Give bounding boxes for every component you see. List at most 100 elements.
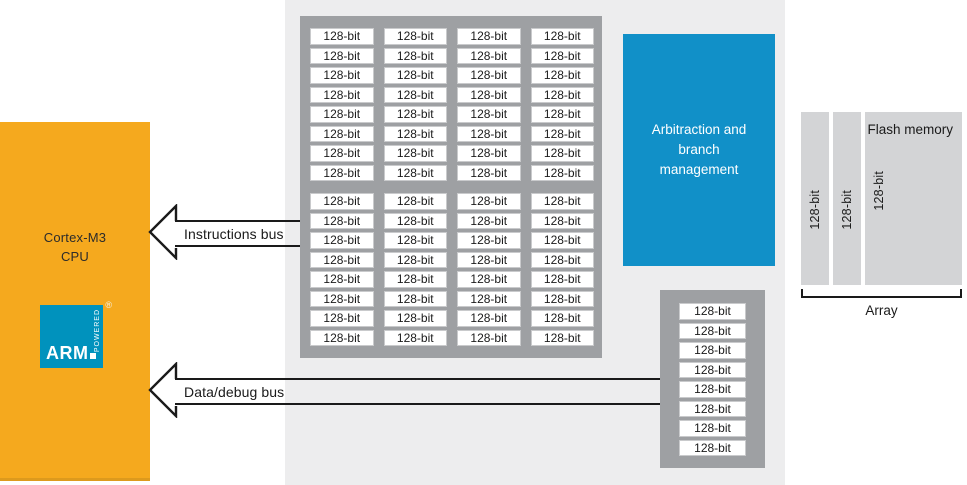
memory-cell: 128-bit bbox=[383, 28, 447, 45]
data-debug-bus-arrowhead-icon bbox=[148, 362, 179, 418]
memory-cell: 128-bit bbox=[530, 193, 594, 210]
memory-cell: 128-bit bbox=[530, 106, 594, 123]
memory-cell: 128-bit bbox=[383, 271, 447, 288]
memory-cell: 128-bit bbox=[310, 67, 374, 84]
memory-cell: 128-bit bbox=[457, 145, 521, 162]
memory-cell: 128-bit bbox=[530, 164, 594, 181]
memory-cell: 128-bit bbox=[310, 86, 374, 103]
data-debug-bus-line-bottom bbox=[175, 403, 660, 405]
memory-cell: 128-bit bbox=[457, 67, 521, 84]
arm-logo-text: ARM bbox=[46, 343, 96, 364]
memory-cell: 128-bit bbox=[457, 164, 521, 181]
memory-cell: 128-bit bbox=[457, 310, 521, 327]
flash-bank-2-label: 128-bit bbox=[840, 189, 854, 230]
memory-cell: 128-bit bbox=[679, 342, 746, 359]
memory-cell: 128-bit bbox=[310, 251, 374, 268]
memory-cell: 128-bit bbox=[310, 125, 374, 142]
memory-cell: 128-bit bbox=[530, 28, 594, 45]
memory-cell: 128-bit bbox=[310, 271, 374, 288]
memory-cell: 128-bit bbox=[679, 400, 746, 417]
cpu-subname: CPU bbox=[60, 249, 90, 264]
memory-cell: 128-bit bbox=[457, 193, 521, 210]
data-queue-box: 128-bit 128-bit 128-bit 128-bit 128-bit 128-b… bbox=[660, 290, 765, 468]
memory-cell: 128-bit bbox=[310, 232, 374, 249]
flash-bank-3: Flash memory 128-bit bbox=[865, 112, 962, 285]
memory-cell: 128-bit bbox=[457, 28, 521, 45]
array-bracket bbox=[801, 289, 962, 298]
memory-cell: 128-bit bbox=[530, 125, 594, 142]
arbitration-box: Arbitraction and branch management bbox=[623, 34, 775, 266]
memory-cell: 128-bit bbox=[530, 310, 594, 327]
cpu-label: Cortex-M3 CPU bbox=[0, 228, 150, 266]
memory-cell: 128-bit bbox=[310, 106, 374, 123]
instructions-bus-line-top bbox=[175, 220, 300, 222]
memory-cell: 128-bit bbox=[310, 28, 374, 45]
registered-trademark-icon: ® bbox=[105, 300, 112, 310]
memory-cell: 128-bit bbox=[530, 271, 594, 288]
memory-cell: 128-bit bbox=[383, 145, 447, 162]
memory-cell: 128-bit bbox=[679, 303, 746, 320]
memory-cell: 128-bit bbox=[383, 212, 447, 229]
buffer-group-1: 128-bit 128-bit 128-bit 128-bit 128-bit 128-b… bbox=[310, 28, 594, 181]
arbitration-label: Arbitraction and branch management bbox=[651, 122, 747, 177]
flash-bank-1-label: 128-bit bbox=[808, 189, 822, 230]
memory-cell: 128-bit bbox=[310, 47, 374, 64]
instructions-bus-line-bottom bbox=[175, 245, 300, 247]
memory-cell: 128-bit bbox=[383, 310, 447, 327]
memory-cell: 128-bit bbox=[457, 106, 521, 123]
data-queue-cells: 128-bit 128-bit 128-bit 128-bit 128-bit 128-b… bbox=[679, 303, 746, 456]
array-label: Array bbox=[865, 303, 898, 318]
instructions-bus-arrowhead-icon bbox=[148, 204, 179, 260]
memory-cell: 128-bit bbox=[457, 47, 521, 64]
memory-cell: 128-bit bbox=[530, 67, 594, 84]
memory-cell: 128-bit bbox=[383, 164, 447, 181]
memory-cell: 128-bit bbox=[679, 322, 746, 339]
memory-cell: 128-bit bbox=[383, 106, 447, 123]
memory-cell: 128-bit bbox=[457, 271, 521, 288]
memory-cell: 128-bit bbox=[679, 439, 746, 456]
memory-cell: 128-bit bbox=[383, 329, 447, 346]
memory-cell: 128-bit bbox=[457, 212, 521, 229]
flash-memory-title: Flash memory bbox=[867, 122, 953, 137]
memory-cell: 128-bit bbox=[679, 381, 746, 398]
memory-cell: 128-bit bbox=[310, 329, 374, 346]
memory-cell: 128-bit bbox=[310, 212, 374, 229]
buffer-group-2: 128-bit 128-bit 128-bit 128-bit 128-bit 128-b… bbox=[310, 193, 594, 346]
cpu-block: Cortex-M3 CPU ® POWERED ARM bbox=[0, 122, 150, 481]
memory-cell: 128-bit bbox=[383, 232, 447, 249]
memory-cell: 128-bit bbox=[310, 193, 374, 210]
memory-cell: 128-bit bbox=[310, 164, 374, 181]
memory-cell: 128-bit bbox=[457, 329, 521, 346]
memory-cell: 128-bit bbox=[457, 86, 521, 103]
flash-bank-1: 128-bit bbox=[801, 112, 829, 285]
data-debug-bus-line-top bbox=[175, 378, 660, 380]
memory-cell: 128-bit bbox=[383, 47, 447, 64]
memory-cell: 128-bit bbox=[457, 251, 521, 268]
memory-cell: 128-bit bbox=[310, 145, 374, 162]
memory-cell: 128-bit bbox=[530, 329, 594, 346]
memory-cell: 128-bit bbox=[530, 145, 594, 162]
memory-cell: 128-bit bbox=[310, 310, 374, 327]
flash-bank-3-label: 128-bit bbox=[872, 171, 886, 211]
data-debug-bus-label: Data/debug bus bbox=[184, 384, 285, 400]
memory-cell: 128-bit bbox=[383, 67, 447, 84]
memory-cell: 128-bit bbox=[383, 86, 447, 103]
arm-logo-dot-icon bbox=[89, 353, 96, 359]
memory-cell: 128-bit bbox=[457, 232, 521, 249]
cpu-name: Cortex-M3 bbox=[43, 230, 107, 245]
memory-cell: 128-bit bbox=[530, 47, 594, 64]
memory-cell: 128-bit bbox=[383, 290, 447, 307]
memory-cell: 128-bit bbox=[457, 125, 521, 142]
memory-cell: 128-bit bbox=[383, 251, 447, 268]
memory-cell: 128-bit bbox=[457, 290, 521, 307]
arm-powered-logo: ® POWERED ARM bbox=[40, 300, 112, 368]
flash-bank-2: 128-bit bbox=[833, 112, 861, 285]
memory-cell: 128-bit bbox=[530, 212, 594, 229]
memory-cell: 128-bit bbox=[383, 125, 447, 142]
memory-cell: 128-bit bbox=[383, 193, 447, 210]
memory-cell: 128-bit bbox=[679, 361, 746, 378]
prefetch-buffer-box: 128-bit 128-bit 128-bit 128-bit 128-bit 128-b… bbox=[300, 16, 602, 358]
memory-cell: 128-bit bbox=[679, 420, 746, 437]
memory-cell: 128-bit bbox=[530, 86, 594, 103]
memory-cell: 128-bit bbox=[530, 251, 594, 268]
